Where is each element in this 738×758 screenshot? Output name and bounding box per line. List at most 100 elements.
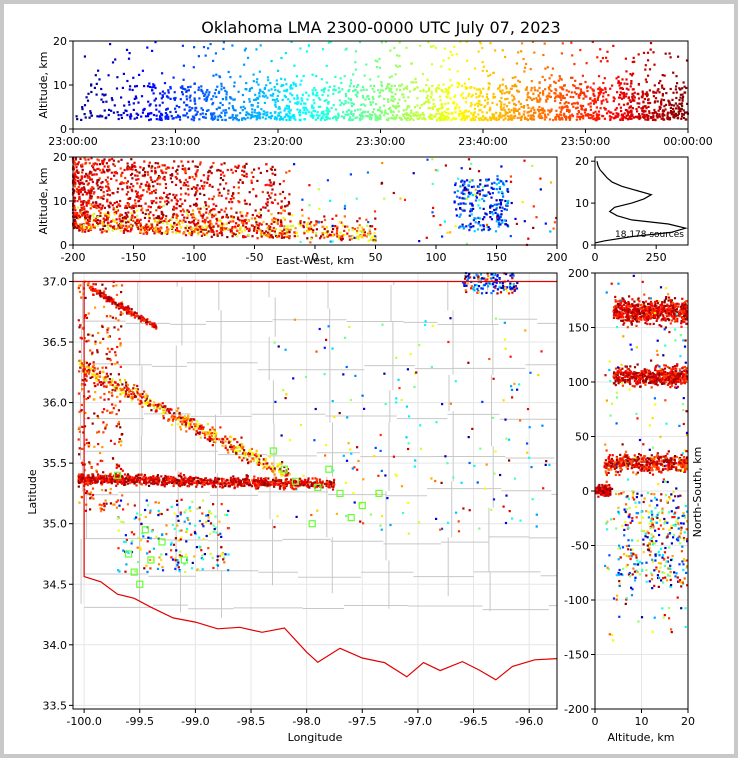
time-altitude-source <box>398 116 401 119</box>
time-altitude-source <box>161 72 164 75</box>
time-altitude-source <box>220 111 223 114</box>
eastwest-source <box>215 217 218 220</box>
time-altitude-source <box>597 75 601 78</box>
time-altitude-source <box>153 99 156 102</box>
time-altitude-source <box>245 113 248 116</box>
time-altitude-source <box>504 117 507 120</box>
eastwest-source <box>241 181 244 184</box>
eastwest-source <box>245 172 248 175</box>
eastwest-source <box>461 192 465 195</box>
time-altitude-source <box>477 113 480 116</box>
eastwest-source <box>212 225 215 228</box>
eastwest-source <box>84 158 87 161</box>
eastwest-source <box>103 219 106 222</box>
plan-view-source <box>252 459 255 462</box>
eastwest-source <box>173 196 176 199</box>
time-altitude-source <box>645 113 648 116</box>
time-tick-label: 23:00:00 <box>48 135 97 148</box>
eastwest-source <box>175 223 178 226</box>
plan-view-source <box>102 421 105 424</box>
time-altitude-source <box>218 114 221 117</box>
time-altitude-source <box>231 113 234 117</box>
time-altitude-source <box>469 118 472 122</box>
plan-view-source <box>141 532 144 535</box>
time-altitude-source <box>316 111 319 114</box>
time-altitude-source <box>445 95 448 98</box>
eastwest-source <box>159 183 162 186</box>
eastwest-source <box>96 184 99 187</box>
time-altitude-source <box>538 81 541 84</box>
time-altitude-source <box>163 82 167 85</box>
plan-view-source <box>194 524 197 527</box>
eastwest-source <box>259 208 262 211</box>
time-altitude-source <box>410 109 413 112</box>
time-altitude-source <box>561 105 564 108</box>
time-altitude-source <box>599 107 602 110</box>
eastwest-source <box>113 202 116 205</box>
eastwest-source <box>236 229 239 232</box>
eastwest-source <box>156 222 159 225</box>
time-altitude-source <box>126 114 129 117</box>
time-altitude-source <box>419 113 422 116</box>
time-altitude-source <box>457 82 460 85</box>
eastwest-source <box>112 226 115 229</box>
time-altitude-source <box>248 98 251 101</box>
plan-view-source <box>297 485 300 488</box>
eastwest-source <box>119 199 122 203</box>
eastwest-source <box>453 191 456 194</box>
eastwest-source <box>86 222 89 225</box>
time-altitude-source <box>658 82 661 85</box>
time-altitude-source <box>554 92 557 95</box>
time-altitude-source <box>676 114 679 117</box>
time-altitude-source <box>133 97 136 100</box>
eastwest-source <box>203 181 206 184</box>
time-altitude-source <box>259 44 262 47</box>
plan-view-source <box>123 540 126 543</box>
eastwest-source <box>126 168 129 171</box>
eastwest-source <box>477 185 480 188</box>
eastwest-source <box>532 205 535 208</box>
eastwest-source <box>209 213 212 216</box>
eastwest-source <box>339 231 342 234</box>
time-altitude-source <box>653 84 656 87</box>
eastwest-source <box>138 171 141 174</box>
eastwest-source <box>195 174 198 177</box>
eastwest-source <box>171 181 174 184</box>
eastwest-source <box>485 194 488 197</box>
plan-view-source <box>224 513 227 516</box>
time-altitude-source <box>250 115 253 118</box>
eastwest-source <box>118 218 121 221</box>
time-altitude-source <box>164 117 167 120</box>
time-altitude-source <box>369 103 372 106</box>
time-tick-label: 23:50:00 <box>561 135 610 148</box>
eastwest-source <box>187 184 190 187</box>
eastwest-source <box>462 227 465 230</box>
time-altitude-source <box>638 113 641 116</box>
eastwest-source <box>102 194 105 197</box>
eastwest-source <box>292 224 295 227</box>
time-altitude-source <box>595 119 598 122</box>
time-altitude-source <box>586 85 589 88</box>
time-altitude-source <box>371 101 374 104</box>
time-altitude-source <box>674 114 677 117</box>
eastwest-source <box>278 183 282 186</box>
time-altitude-source <box>219 101 222 104</box>
time-altitude-source <box>181 44 184 47</box>
plan-view-source <box>139 539 143 542</box>
eastwest-source <box>169 218 172 221</box>
time-altitude-source <box>577 110 580 113</box>
eastwest-source <box>105 230 108 233</box>
eastwest-source <box>110 171 113 174</box>
time-altitude-source <box>405 46 408 49</box>
eastwest-source <box>72 196 75 199</box>
time-altitude-source <box>661 86 664 89</box>
time-altitude-source <box>446 93 450 96</box>
time-altitude-source <box>354 61 357 64</box>
eastwest-source <box>478 193 481 196</box>
eastwest-source <box>462 202 465 205</box>
eastwest-source <box>244 226 247 229</box>
plan-view-source <box>202 481 205 484</box>
eastwest-source <box>77 214 80 217</box>
time-altitude-source <box>664 108 667 111</box>
time-altitude-source <box>255 115 259 118</box>
